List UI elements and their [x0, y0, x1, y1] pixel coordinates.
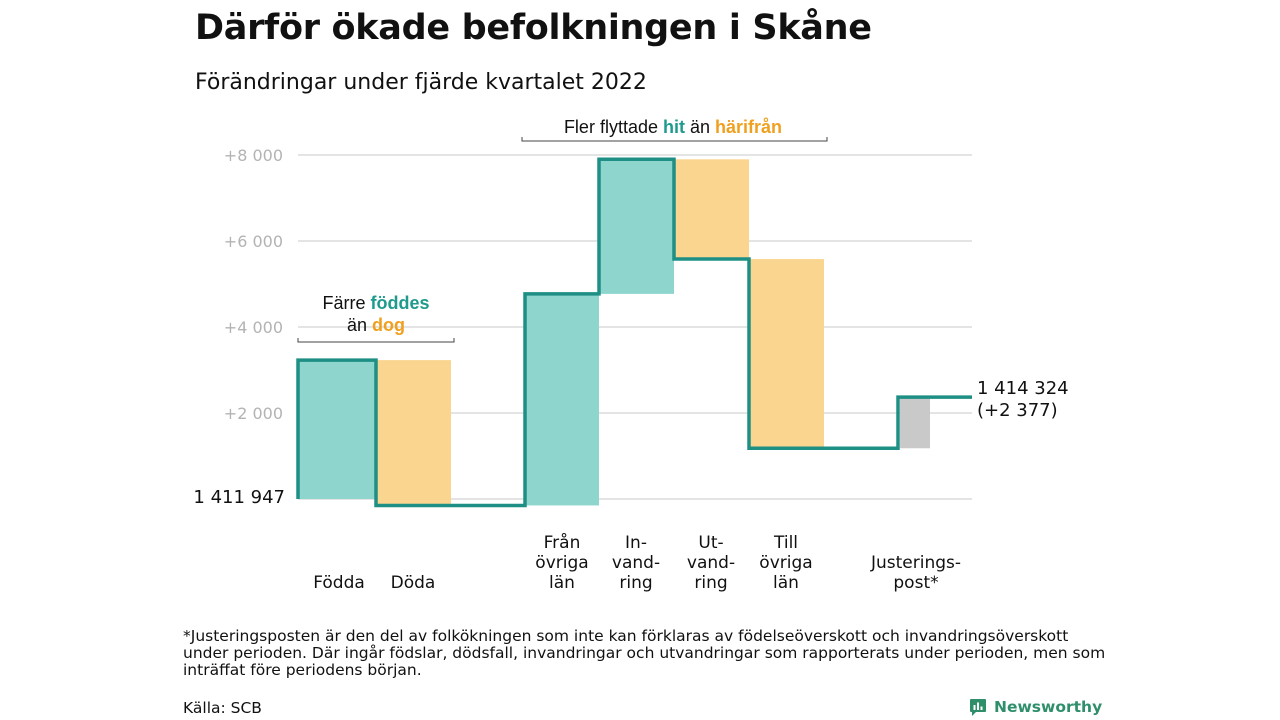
category-label: övriga [535, 553, 588, 573]
newsworthy-logo-icon [970, 699, 986, 716]
y-tick-label: +6 000 [224, 232, 283, 251]
bar-4 [674, 159, 749, 260]
annotation-migration-bracket [521, 137, 828, 142]
bar-2 [525, 293, 599, 506]
category-label: Döda [391, 573, 436, 593]
category-label: Från [544, 532, 581, 553]
category-label: övriga [759, 553, 812, 573]
waterfall-chart: +2 000+4 000+6 000+8 000 Födda DödaFrånöv… [193, 117, 1069, 593]
y-tick-label: +8 000 [224, 146, 283, 165]
category-label: ring [694, 573, 727, 593]
brand-name: Newsworthy [994, 698, 1103, 716]
y-tick-label: +2 000 [224, 404, 283, 423]
annotation-births-line1: Färre föddes [322, 293, 429, 313]
footnote: *Justeringsposten är den del av folkökni… [183, 627, 1106, 679]
chart-subtitle: Förändringar under fjärde kvartalet 2022 [195, 70, 647, 95]
category-label: vand- [612, 553, 660, 573]
chart-title: Därför ökade befolkningen i Skåne [195, 8, 872, 48]
cumulative-step-line [296, 157, 972, 508]
bar-1 [376, 360, 451, 506]
annotation-births-line2: än dog [347, 315, 405, 335]
category-label: ring [619, 573, 652, 593]
bar-6 [900, 397, 930, 449]
start-value-label: 1 411 947 [193, 487, 285, 508]
brand-logo: Newsworthy [968, 697, 1102, 717]
bar-5 [749, 259, 824, 449]
source-note: Källa: SCB [183, 699, 262, 717]
category-label: län [549, 573, 575, 593]
bar-3 [599, 159, 674, 294]
bar-0 [298, 360, 376, 499]
category-label: post* [893, 573, 938, 593]
end-value-label: (+2 377) [977, 400, 1058, 421]
category-label: Till [773, 533, 798, 553]
category-label: län [773, 573, 799, 593]
category-label: vand- [687, 553, 735, 573]
category-label: Justerings- [870, 553, 961, 573]
annotation-births-bracket [297, 338, 455, 343]
category-label: Ut- [698, 533, 723, 553]
y-tick-label: +4 000 [224, 318, 283, 337]
category-label: Födda [313, 573, 365, 593]
annotation-migration: Fler flyttade hit än härifrån [564, 117, 782, 137]
category-label: In- [625, 533, 647, 553]
end-value-label: 1 414 324 [977, 378, 1069, 399]
